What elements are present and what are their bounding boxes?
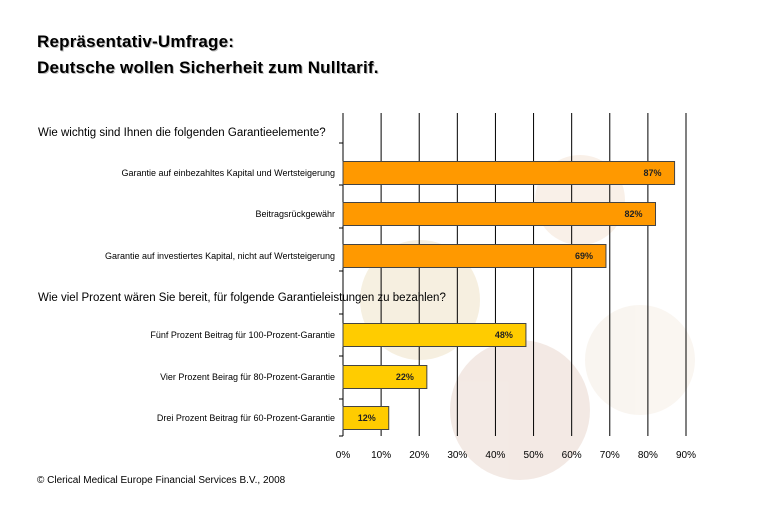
background-coin [585,305,695,415]
chart-subtitle: Deutsche wollen Sicherheit zum Nulltarif… [37,58,379,77]
x-tick-label: 20% [409,450,429,461]
data-label: 48% [495,330,513,340]
group-question: Wie wichtig sind Ihnen die folgenden Gar… [38,127,326,139]
category-label: Drei Prozent Beitrag für 60-Prozent-Gara… [157,413,335,423]
bar [342,202,657,226]
x-tick-label: 50% [524,450,544,461]
data-label: 82% [625,209,643,219]
group-question: Wie viel Prozent wären Sie bereit, für f… [38,292,446,304]
copyright-footer: © Clerical Medical Europe Financial Serv… [37,475,286,486]
category-label: Garantie auf investiertes Kapital, nicht… [105,251,335,261]
bar [342,406,390,430]
chart-title: Repräsentativ-Umfrage: [37,32,235,51]
data-label: 12% [358,413,376,423]
data-label: 87% [644,168,662,178]
x-tick-label: 40% [485,450,505,461]
x-tick-label: 70% [600,450,620,461]
category-label: Garantie auf einbezahltes Kapital und We… [122,168,335,178]
x-tick-label: 60% [562,450,582,461]
category-label: Fünf Prozent Beitrag für 100-Prozent-Gar… [150,330,335,340]
category-label: Vier Prozent Beirag für 80-Prozent-Garan… [160,372,335,382]
bar [342,323,527,347]
x-tick-label: 80% [638,450,658,461]
x-tick-label: 90% [676,450,696,461]
x-tick-label: 10% [371,450,391,461]
bar [342,244,607,268]
bar [342,365,428,389]
category-label: Beitragsrückgewähr [255,209,335,219]
x-tick-label: 0% [336,450,351,461]
background-coin [450,340,590,480]
data-label: 69% [575,251,593,261]
x-tick-label: 30% [447,450,467,461]
bar [342,161,676,185]
data-label: 22% [396,372,414,382]
